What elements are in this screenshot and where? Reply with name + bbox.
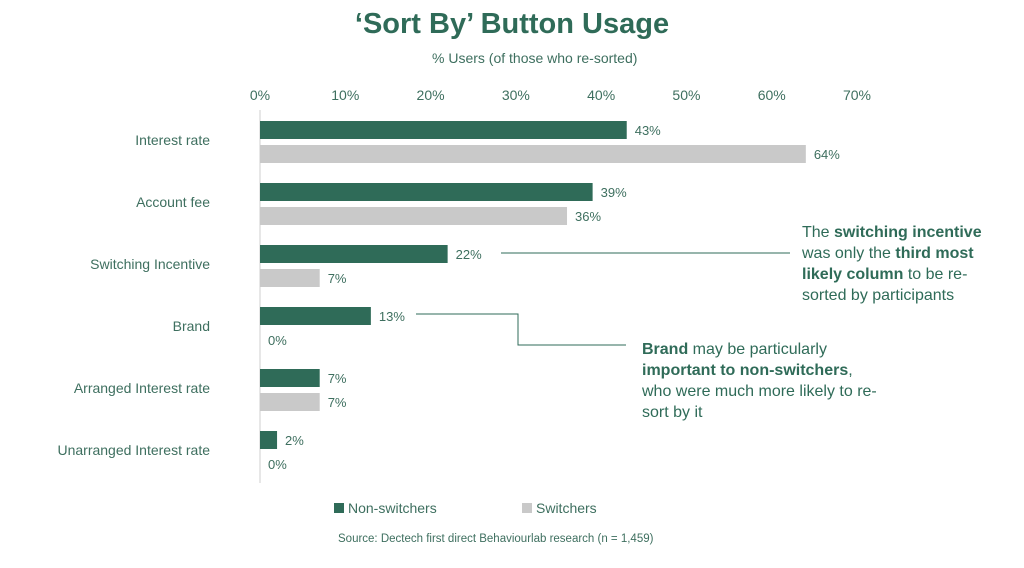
bar-non-switchers: [260, 183, 593, 201]
x-tick-label: 20%: [417, 87, 445, 103]
bar-switchers: [260, 393, 320, 411]
data-label: 43%: [635, 123, 661, 138]
bar-non-switchers: [260, 245, 448, 263]
data-label: 0%: [268, 333, 287, 348]
category-label: Brand: [173, 318, 210, 334]
bar-switchers: [260, 269, 320, 287]
x-tick-label: 50%: [672, 87, 700, 103]
category-label: Arranged Interest rate: [74, 380, 210, 396]
legend-swatch-non-switchers: [334, 503, 344, 513]
annotation-brand: Brand may be particularly important to n…: [642, 339, 882, 423]
data-label: 13%: [379, 309, 405, 324]
x-tick-label: 0%: [250, 87, 270, 103]
data-label: 7%: [328, 271, 347, 286]
x-tick-label: 70%: [843, 87, 871, 103]
category-label: Interest rate: [135, 132, 210, 148]
annotation-text: The: [802, 224, 835, 241]
bar-non-switchers: [260, 431, 278, 449]
chart-title: ‘Sort By’ Button Usage: [354, 8, 670, 40]
data-label: 22%: [456, 247, 482, 262]
legend-item-non-switchers: Non-switchers: [334, 500, 437, 516]
legend-item-switchers: Switchers: [522, 500, 597, 516]
callout-line-brand: [416, 313, 626, 346]
bar-non-switchers: [260, 369, 320, 387]
legend-swatch-switchers: [522, 503, 532, 513]
data-label: 64%: [814, 147, 840, 162]
annotation-bold: important to non-switchers: [642, 362, 849, 379]
category-label: Switching Incentive: [90, 256, 210, 272]
legend-label: Switchers: [536, 500, 597, 516]
annotation-switching-incentive: The switching incentive was only the thi…: [802, 222, 1002, 306]
annotation-text: , who were much more likely to re-sort b…: [642, 362, 877, 421]
data-label: 36%: [575, 209, 601, 224]
x-tick-label: 10%: [331, 87, 359, 103]
source-note: Source: Dectech first direct Behaviourla…: [338, 533, 654, 545]
data-label: 2%: [285, 433, 304, 448]
legend-label: Non-switchers: [348, 500, 437, 516]
category-label: Account fee: [136, 194, 210, 210]
data-label: 7%: [328, 371, 347, 386]
chart-subtitle: % Users (of those who re-sorted): [432, 50, 638, 66]
annotation-bold: Brand: [642, 341, 689, 358]
category-label: Unarranged Interest rate: [57, 442, 210, 458]
x-tick-label: 30%: [502, 87, 530, 103]
data-label: 7%: [328, 395, 347, 410]
annotation-bold: third most likely column: [802, 245, 974, 283]
annotation-bold: switching incentive: [834, 224, 982, 241]
data-label: 0%: [268, 457, 287, 472]
annotation-text: was only the: [802, 245, 896, 262]
data-label: 39%: [601, 185, 627, 200]
bar-non-switchers: [260, 307, 371, 325]
x-tick-label: 60%: [758, 87, 786, 103]
x-tick-label: 40%: [587, 87, 615, 103]
bar-non-switchers: [260, 121, 627, 139]
annotation-text: to be re-sorted by participants: [802, 266, 968, 304]
annotation-text: may be particularly: [688, 341, 827, 358]
bar-switchers: [260, 207, 568, 225]
bar-switchers: [260, 145, 806, 163]
